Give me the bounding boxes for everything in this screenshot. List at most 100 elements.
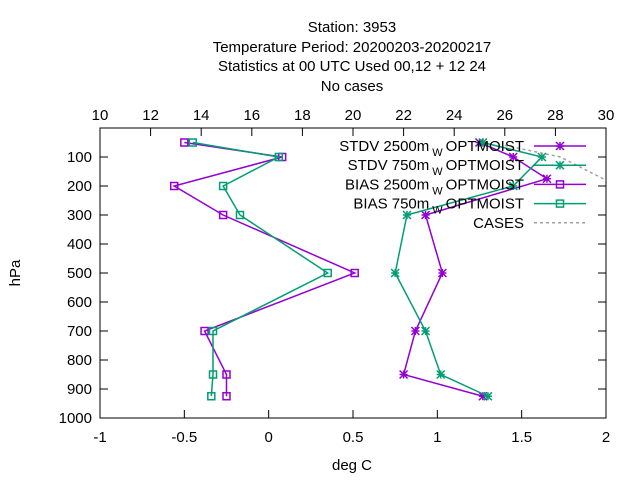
data-point bbox=[555, 141, 565, 151]
series-2 bbox=[169, 138, 359, 401]
y-tick-label: 800 bbox=[67, 352, 92, 369]
title-line-2: Temperature Period: 20200203-20200217 bbox=[213, 39, 492, 56]
data-point bbox=[390, 268, 400, 278]
data-point bbox=[323, 268, 332, 278]
legend-label-tail: OPTMOIST bbox=[446, 157, 524, 174]
series-line bbox=[504, 144, 606, 181]
y-tick-label: 300 bbox=[67, 207, 92, 224]
series-1 bbox=[390, 137, 547, 401]
x2-tick-label: 14 bbox=[193, 107, 210, 124]
data-point bbox=[542, 174, 552, 184]
y-tick-label: 1000 bbox=[59, 410, 92, 427]
x2-axis: 10 12 14 16 18 20 22 24 26 28 30 bbox=[92, 107, 615, 136]
legend-label-main: CASES bbox=[473, 215, 524, 232]
series-line bbox=[172, 141, 357, 397]
data-point bbox=[350, 268, 359, 278]
data-point bbox=[555, 160, 565, 170]
legend-item: BIAS 750m W OPTMOIST bbox=[353, 196, 586, 217]
y-tick-label: 500 bbox=[67, 265, 92, 282]
x-tick-label: 2 bbox=[602, 429, 610, 446]
x-axis-label: deg C bbox=[332, 457, 372, 474]
legend-label-main: STDV 2500m bbox=[339, 138, 429, 155]
title-line-3: Statistics at 00 UTC Used 00,12 + 12 24 bbox=[218, 58, 486, 75]
series-4 bbox=[504, 144, 606, 181]
data-point bbox=[235, 210, 245, 220]
data-point bbox=[436, 369, 446, 380]
legend-label-main: BIAS 750m bbox=[353, 196, 429, 213]
legend-item: BIAS 2500m W OPTMOIST bbox=[345, 176, 586, 197]
x-tick-label: 0 bbox=[264, 429, 272, 446]
data-point bbox=[200, 326, 209, 336]
data-point bbox=[402, 210, 412, 220]
data-point bbox=[410, 326, 420, 336]
legend-label-sub: W bbox=[432, 147, 443, 159]
legend-item: STDV 2500m W OPTMOIST bbox=[339, 138, 586, 159]
legend-label-sub: W bbox=[432, 185, 443, 197]
data-point bbox=[420, 326, 431, 336]
y-tick-label: 600 bbox=[67, 294, 92, 311]
title-line-1: Station: 3953 bbox=[308, 19, 396, 36]
legend-label: BIAS 2500m W OPTMOIST bbox=[345, 176, 524, 197]
data-point bbox=[555, 199, 565, 208]
data-point bbox=[437, 268, 447, 278]
x2-tick-label: 18 bbox=[294, 107, 311, 124]
data-point bbox=[478, 137, 488, 148]
legend-label-main: BIAS 2500m bbox=[345, 176, 429, 193]
data-point bbox=[180, 138, 189, 147]
x-tick-label: 0.5 bbox=[343, 429, 364, 446]
data-point bbox=[508, 152, 518, 162]
legend-label-sub: W bbox=[432, 205, 443, 217]
legend-label-tail: OPTMOIST bbox=[446, 176, 524, 193]
x2-tick-label: 28 bbox=[547, 107, 564, 124]
x-tick-label: -0.5 bbox=[171, 429, 197, 446]
data-point bbox=[274, 152, 284, 162]
x2-tick-label: 12 bbox=[142, 107, 159, 124]
data-point bbox=[169, 181, 179, 191]
data-point bbox=[218, 210, 228, 220]
data-point bbox=[207, 392, 216, 401]
x2-tick-label: 26 bbox=[496, 107, 513, 124]
x2-tick-label: 10 bbox=[92, 107, 109, 124]
y-axis-label: hPa bbox=[7, 259, 24, 286]
series-3 bbox=[188, 138, 332, 401]
y-tick-label: 200 bbox=[67, 178, 92, 195]
x-tick-label: 1.5 bbox=[511, 429, 532, 446]
series-0 bbox=[399, 137, 552, 401]
y-axis: 100 200 300 400 500 600 700 800 900 1000 bbox=[59, 149, 606, 427]
legend-label-tail: OPTMOIST bbox=[446, 138, 524, 155]
data-point bbox=[555, 180, 565, 189]
series-line bbox=[192, 141, 330, 397]
x2-tick-label: 22 bbox=[395, 107, 412, 124]
data-point bbox=[478, 391, 488, 401]
x2-tick-label: 20 bbox=[345, 107, 362, 124]
data-point bbox=[420, 210, 431, 220]
legend-label-main: STDV 750m bbox=[348, 157, 430, 174]
x2-tick-label: 30 bbox=[598, 107, 615, 124]
series-line bbox=[402, 141, 549, 397]
legend-label-tail: OPTMOIST bbox=[446, 196, 524, 213]
x2-tick-label: 16 bbox=[243, 107, 260, 124]
legend-label: STDV 2500m W OPTMOIST bbox=[339, 138, 524, 159]
data-point bbox=[188, 138, 198, 147]
title-line-4: No cases bbox=[321, 78, 384, 95]
data-point bbox=[483, 391, 493, 401]
y-tick-label: 900 bbox=[67, 381, 92, 398]
series-line bbox=[394, 141, 544, 397]
legend-item: CASES bbox=[473, 215, 586, 232]
legend-item: STDV 750m W OPTMOIST bbox=[348, 157, 586, 178]
data-point bbox=[222, 370, 231, 379]
legend-label: BIAS 750m W OPTMOIST bbox=[353, 196, 524, 217]
data-point bbox=[399, 369, 409, 380]
legend-label: STDV 750m W OPTMOIST bbox=[348, 157, 524, 178]
data-point bbox=[222, 392, 231, 401]
series-layer bbox=[169, 137, 606, 401]
data-point bbox=[537, 152, 547, 162]
data-point bbox=[208, 370, 218, 379]
y-tick-label: 100 bbox=[67, 149, 92, 166]
x-tick-label: -1 bbox=[93, 429, 106, 446]
legend-label: CASES bbox=[473, 215, 524, 232]
y-tick-label: 700 bbox=[67, 323, 92, 340]
x-axis: -1 -0.5 0 0.5 1 1.5 2 bbox=[93, 410, 610, 446]
